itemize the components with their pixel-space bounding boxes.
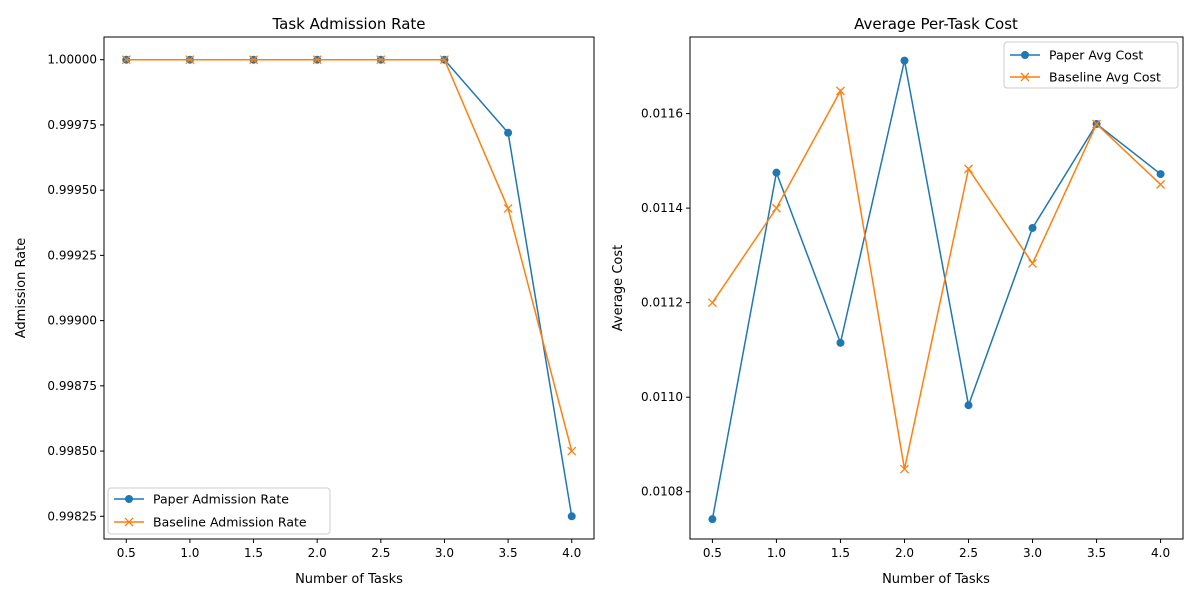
legend-label-paper-admission: Paper Admission Rate [153, 492, 289, 507]
legend-marker-baseline-cost [1020, 72, 1030, 82]
left-ylabel: Admission Rate [14, 238, 29, 338]
series-line-baseline-avg-cost [711, 88, 1162, 470]
right-ytick-label: 0.0108 [641, 485, 683, 499]
left-ytick-label: 0.99850 [47, 444, 97, 458]
right-xtick-label: 1.0 [767, 546, 786, 560]
right-xlabel: Number of Tasks [882, 572, 990, 587]
left-xlabel: Number of Tasks [295, 572, 403, 587]
point-baseline-admission-rate [312, 55, 322, 65]
point-baseline-admission-rate [121, 55, 131, 65]
left-xtick-label: 1.0 [180, 546, 199, 560]
right-legend-box [1003, 41, 1179, 89]
chart-right: Average Per-Task Cost 0.5 1.0 1.5 2.0 2.5 3.0… [611, 15, 1184, 587]
right-legend: Paper Avg Cost Baseline Avg Cost [1003, 41, 1179, 89]
left-ytick-label: 0.99975 [47, 118, 97, 132]
right-ytick-label: 0.0114 [641, 201, 683, 215]
left-ytick-label: 1.00000 [47, 53, 97, 67]
point-paper-avg-cost [708, 515, 717, 524]
left-xtick-label: 1.5 [244, 546, 263, 560]
point-paper-avg-cost [900, 56, 909, 65]
point-baseline-admission-rate [439, 55, 449, 65]
left-ytick-label: 0.99875 [47, 379, 97, 393]
point-paper-avg-cost [836, 338, 845, 347]
right-xtick-label: 4.0 [1151, 546, 1170, 560]
left-xtick-label: 3.5 [499, 546, 518, 560]
right-xtick-label: 1.5 [831, 546, 850, 560]
right-xtick-label: 3.0 [1023, 546, 1042, 560]
left-ytick-label: 0.99900 [47, 314, 97, 328]
right-xtick-label: 0.5 [703, 546, 722, 560]
chart-left: Task Admission Rate 0.5 1.0 1.5 2.0 2.5 3.0 3.… [14, 15, 595, 587]
point-baseline-admission-rate [249, 55, 259, 65]
right-xtick-label: 2.5 [959, 546, 978, 560]
right-ytick-label: 0.0116 [641, 107, 683, 121]
left-xtick-label: 3.0 [435, 546, 454, 560]
legend-marker-paper-admission [125, 495, 133, 503]
point-baseline-avg-cost [1092, 119, 1102, 129]
right-ytick-label: 0.0110 [641, 390, 683, 404]
point-baseline-admission-rate [503, 203, 513, 213]
point-baseline-avg-cost [836, 86, 845, 96]
left-xtick-label: 4.0 [562, 546, 581, 560]
point-baseline-admission-rate [185, 55, 195, 65]
series-line-baseline-admission-rate [126, 58, 573, 452]
left-legend-box [107, 487, 331, 535]
left-xtick-label: 2.0 [308, 546, 327, 560]
point-baseline-avg-cost [707, 298, 717, 308]
left-ytick-label: 0.99825 [47, 509, 97, 523]
point-paper-admission-rate [504, 128, 513, 137]
series-line-paper-admission-rate [126, 58, 573, 517]
left-ytick-label: 0.99925 [47, 248, 97, 262]
series-line-paper-avg-cost [711, 60, 1162, 520]
point-paper-avg-cost [964, 401, 973, 410]
point-baseline-avg-cost [771, 203, 781, 213]
point-baseline-admission-rate [376, 55, 386, 65]
point-paper-avg-cost [1156, 170, 1165, 179]
legend-label-paper-cost: Paper Avg Cost [1049, 48, 1143, 63]
left-title: Task Admission Rate [271, 15, 425, 33]
right-ytick-label: 0.0112 [641, 296, 683, 310]
left-xtick-label: 0.5 [117, 546, 136, 560]
point-paper-admission-rate [567, 512, 576, 521]
left-legend: Paper Admission Rate Baseline Admission … [107, 487, 331, 535]
legend-label-baseline-admission: Baseline Admission Rate [153, 515, 307, 530]
point-baseline-avg-cost [1028, 258, 1037, 268]
point-baseline-avg-cost [900, 464, 909, 474]
right-xtick-label: 3.5 [1087, 546, 1106, 560]
left-xtick-label: 2.5 [371, 546, 390, 560]
right-axes-frame [689, 36, 1184, 540]
left-axes-frame [103, 36, 595, 540]
point-paper-avg-cost [1028, 223, 1037, 232]
point-baseline-admission-rate [567, 446, 577, 456]
legend-label-baseline-cost: Baseline Avg Cost [1049, 70, 1161, 85]
point-baseline-avg-cost [1156, 180, 1166, 189]
right-ylabel: Average Cost [611, 245, 626, 331]
right-xtick-label: 2.0 [895, 546, 914, 560]
point-baseline-avg-cost [964, 164, 973, 174]
right-title: Average Per-Task Cost [854, 15, 1018, 33]
legend-marker-paper-cost [1021, 51, 1029, 59]
point-paper-avg-cost [772, 168, 781, 177]
left-ytick-label: 0.99950 [47, 183, 97, 197]
legend-marker-baseline-admission [124, 517, 134, 527]
